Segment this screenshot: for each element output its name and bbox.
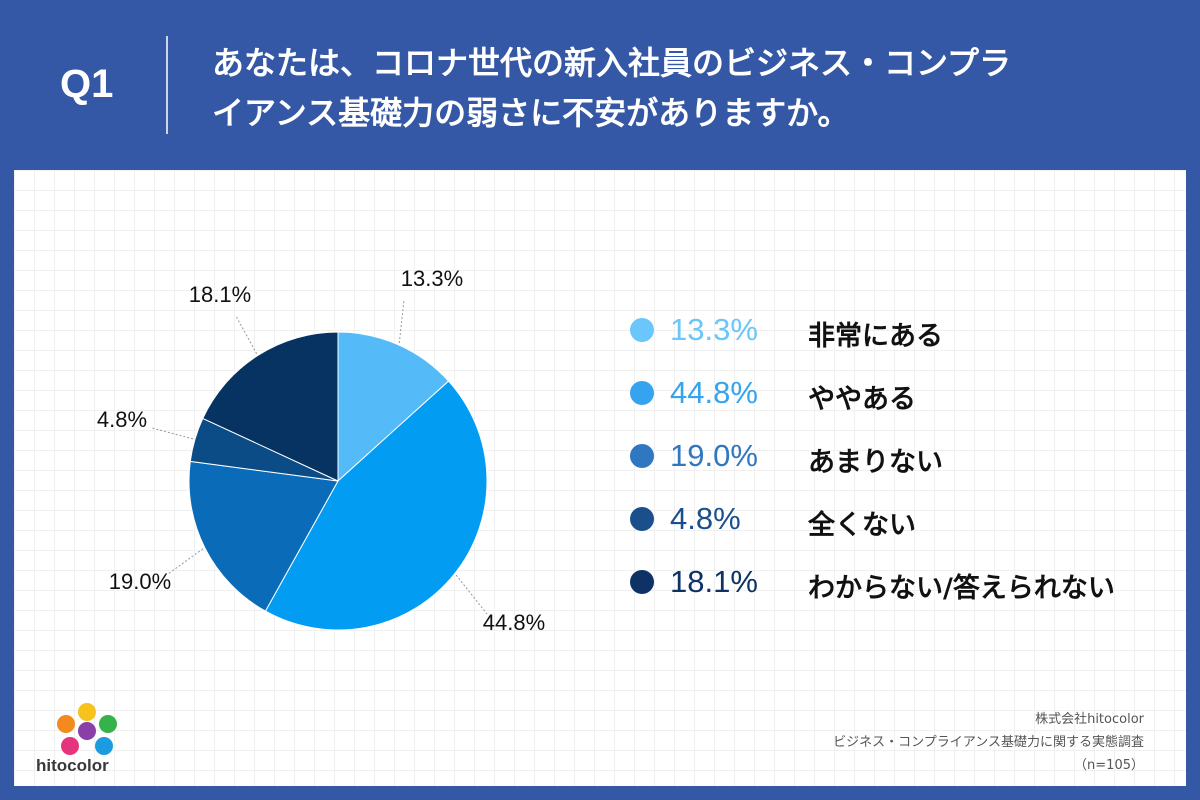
legend-swatch (630, 444, 654, 468)
source-company: 株式会社hitocolor (1035, 712, 1144, 727)
legend-swatch (630, 507, 654, 531)
slice-data-label: 13.3% (401, 266, 463, 291)
pie-slice (188, 460, 339, 612)
logo-text: hitocolor (36, 756, 109, 775)
question-line-2: イアンス基礎力の弱さに不安がありますか。 (212, 94, 850, 132)
leader-line (167, 548, 204, 575)
pie-slice (202, 331, 339, 482)
legend-swatch (630, 570, 654, 594)
legend-label: 非常にある (808, 321, 943, 352)
slice-data-label: 44.8% (483, 610, 545, 635)
pie-slice (337, 331, 450, 483)
legend-item-yaya-aru: 44.8% ややある (622, 373, 1182, 415)
legend-value: 18.1% (670, 564, 758, 599)
leader-line (398, 299, 405, 344)
legend-label: 全くない (808, 510, 916, 541)
header: Q1 あなたは、コロナ世代の新入社員のビジネス・コンプラ イアンス基礎力の弱さに… (0, 0, 1200, 170)
legend-swatch (630, 381, 654, 405)
leader-line (235, 315, 258, 355)
source-survey: ビジネス・コンプライアンス基礎力に関する実態調査 (833, 735, 1144, 750)
legend-value: 19.0% (670, 438, 758, 473)
slice-data-label: 4.8% (97, 407, 147, 432)
pie-slice (264, 380, 488, 631)
question-text: あなたは、コロナ世代の新入社員のビジネス・コンプラ イアンス基礎力の弱さに不安が… (212, 38, 1172, 138)
question-line-1: あなたは、コロナ世代の新入社員のビジネス・コンプラ (212, 44, 1012, 82)
source-sample-size: （n=105） (1074, 758, 1144, 773)
header-divider (166, 36, 168, 134)
leader-line (151, 427, 194, 440)
legend-item-hijou-ni-aru: 13.3% 非常にある (622, 310, 1182, 352)
hitocolor-logo-icon (57, 703, 117, 755)
legend-value: 44.8% (670, 375, 758, 410)
legend-item-amari-nai: 19.0% あまりない (622, 436, 1182, 478)
legend-label: ややある (808, 384, 916, 415)
leader-line (455, 574, 488, 615)
legend-label: あまりない (808, 447, 943, 478)
slice-data-label: 19.0% (109, 569, 171, 594)
source-note: 株式会社hitocolor ビジネス・コンプライアンス基礎力に関する実態調査 （… (833, 708, 1144, 777)
legend-item-wakaranai: 18.1% わからない/答えられない (622, 562, 1182, 604)
legend-value: 13.3% (670, 312, 758, 347)
slice-data-label: 18.1% (189, 282, 251, 307)
legend-label: わからない/答えられない (808, 573, 1115, 604)
legend-value: 4.8% (670, 501, 741, 536)
legend-swatch (630, 318, 654, 342)
question-number: Q1 (60, 62, 114, 106)
legend-item-mattaku-nai: 4.8% 全くない (622, 499, 1182, 541)
